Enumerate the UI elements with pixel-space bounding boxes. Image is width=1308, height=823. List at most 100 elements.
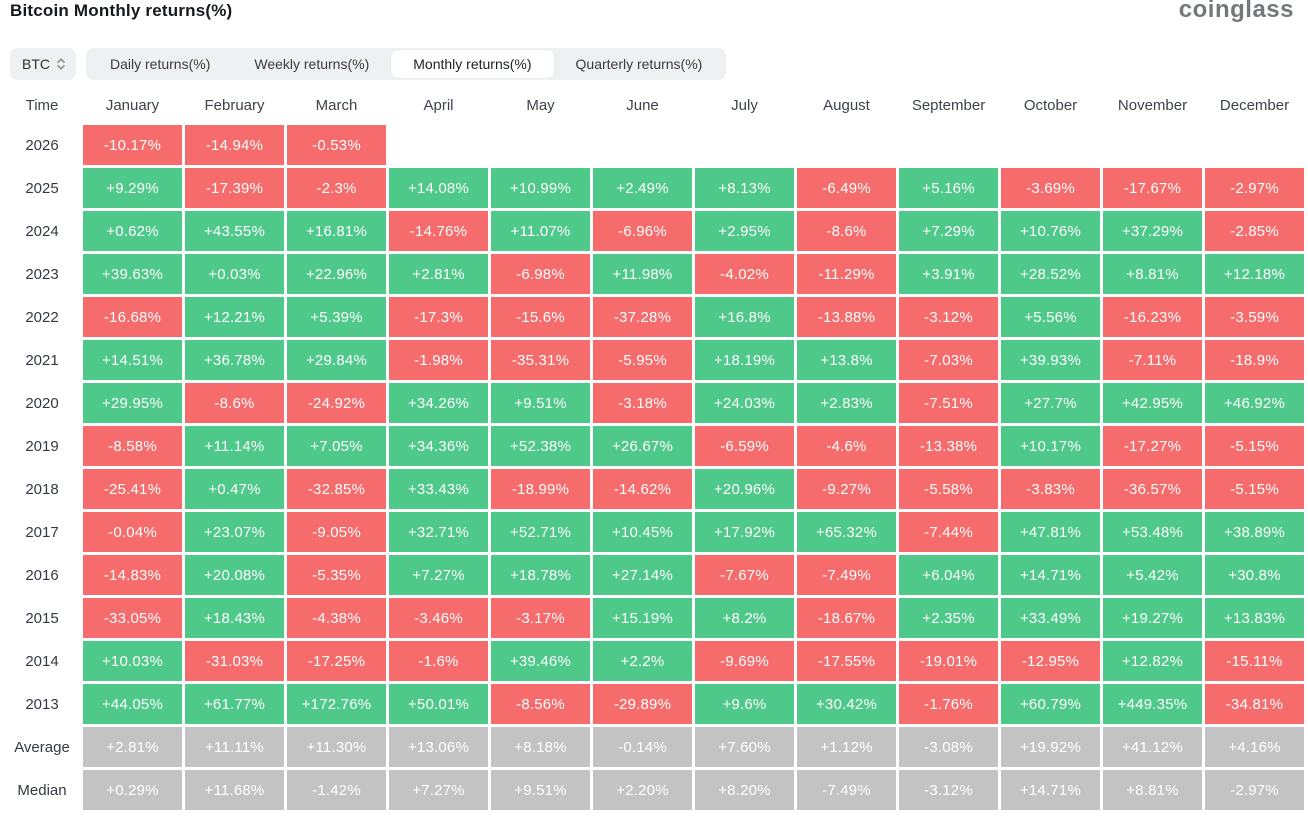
- return-cell: -3.18%: [593, 383, 692, 423]
- table-row-2021: 2021 +14.51% +36.78% +29.84% -1.98% -35.31% -5…: [4, 340, 1304, 380]
- return-cell: -18.99%: [491, 469, 590, 509]
- return-cell: -9.05%: [287, 512, 386, 552]
- return-cell: -4.38%: [287, 598, 386, 638]
- column-header-july: July: [731, 96, 758, 114]
- return-cell: +8.81%: [1103, 254, 1202, 294]
- return-cell: +52.71%: [491, 512, 590, 552]
- return-cell: +172.76%: [287, 684, 386, 724]
- return-cell: -8.6%: [797, 211, 896, 251]
- return-cell: +0.47%: [185, 469, 284, 509]
- table-row-2026: 2026 -10.17% -14.94% -0.53%: [4, 125, 1304, 165]
- return-cell: +1.12%: [797, 727, 896, 767]
- column-header-december: December: [1219, 96, 1290, 114]
- empty-cell: [899, 125, 998, 165]
- table-row-average: Average +2.81% +11.11% +11.30% +13.06% +8.18%…: [4, 727, 1304, 767]
- row-label: 2013: [25, 695, 59, 713]
- table-row-2020: 2020 +29.95% -8.6% -24.92% +34.26% +9.51% -3.1…: [4, 383, 1304, 423]
- return-cell: +14.71%: [1001, 770, 1100, 810]
- return-cell: +65.32%: [797, 512, 896, 552]
- table-header-row: Time January February March April May June July…: [4, 92, 1304, 118]
- return-cell: -7.49%: [797, 770, 896, 810]
- return-cell: +26.67%: [593, 426, 692, 466]
- return-cell: +14.71%: [1001, 555, 1100, 595]
- return-cell: -33.05%: [83, 598, 182, 638]
- table-row-2018: 2018 -25.41% +0.47% -32.85% +33.43% -18.99% -1…: [4, 469, 1304, 509]
- empty-cell: [1205, 125, 1304, 165]
- row-label: 2020: [25, 394, 59, 412]
- return-cell: +16.8%: [695, 297, 794, 337]
- return-cell: -5.35%: [287, 555, 386, 595]
- return-cell: -7.49%: [797, 555, 896, 595]
- column-header-april: April: [423, 96, 454, 114]
- return-cell: +2.35%: [899, 598, 998, 638]
- return-cell: +10.45%: [593, 512, 692, 552]
- return-cell: +9.6%: [695, 684, 794, 724]
- return-cell: -2.85%: [1205, 211, 1304, 251]
- return-cell: +44.05%: [83, 684, 182, 724]
- row-label: 2026: [25, 136, 59, 154]
- return-cell: +9.51%: [491, 770, 590, 810]
- return-cell: +47.81%: [1001, 512, 1100, 552]
- tab-quarterly-returns[interactable]: Quarterly returns(%): [575, 56, 703, 72]
- return-cell: +10.17%: [1001, 426, 1100, 466]
- row-label: Average: [14, 738, 70, 756]
- return-cell: +27.7%: [1001, 383, 1100, 423]
- column-header-september: September: [911, 96, 986, 114]
- return-cell: -6.59%: [695, 426, 794, 466]
- return-cell: -37.28%: [593, 297, 692, 337]
- return-cell: +449.35%: [1103, 684, 1202, 724]
- symbol-select[interactable]: BTC: [10, 48, 76, 80]
- return-cell: -35.31%: [491, 340, 590, 380]
- return-cell: +33.49%: [1001, 598, 1100, 638]
- return-cell: -17.3%: [389, 297, 488, 337]
- row-label: Median: [17, 781, 67, 799]
- return-cell: +15.19%: [593, 598, 692, 638]
- return-cell: -0.04%: [83, 512, 182, 552]
- return-cell: -1.42%: [287, 770, 386, 810]
- return-cell: +19.92%: [1001, 727, 1100, 767]
- return-cell: +6.04%: [899, 555, 998, 595]
- column-header-october: October: [1023, 96, 1078, 114]
- return-cell: -4.02%: [695, 254, 794, 294]
- tab-weekly-returns[interactable]: Weekly returns(%): [254, 56, 370, 72]
- return-cell: +9.29%: [83, 168, 182, 208]
- tab-monthly-returns[interactable]: Monthly returns(%): [391, 50, 554, 78]
- return-cell: -3.83%: [1001, 469, 1100, 509]
- tab-daily-returns[interactable]: Daily returns(%): [110, 56, 211, 72]
- controls-row: BTC Daily returns(%) Weekly returns(%) Mon…: [10, 48, 727, 80]
- return-cell: -14.76%: [389, 211, 488, 251]
- return-cell: +0.29%: [83, 770, 182, 810]
- returns-period-tabs: Daily returns(%) Weekly returns(%) Monthly…: [86, 48, 727, 80]
- return-cell: -14.62%: [593, 469, 692, 509]
- return-cell: +18.78%: [491, 555, 590, 595]
- return-cell: -32.85%: [287, 469, 386, 509]
- return-cell: +16.81%: [287, 211, 386, 251]
- return-cell: +24.03%: [695, 383, 794, 423]
- return-cell: +2.83%: [797, 383, 896, 423]
- return-cell: -7.51%: [899, 383, 998, 423]
- return-cell: +39.46%: [491, 641, 590, 681]
- return-cell: +12.21%: [185, 297, 284, 337]
- return-cell: +22.96%: [287, 254, 386, 294]
- row-label: 2018: [25, 480, 59, 498]
- return-cell: -3.12%: [899, 297, 998, 337]
- symbol-select-label: BTC: [22, 56, 50, 72]
- return-cell: +5.39%: [287, 297, 386, 337]
- return-cell: -8.6%: [185, 383, 284, 423]
- return-cell: +60.79%: [1001, 684, 1100, 724]
- return-cell: +2.81%: [389, 254, 488, 294]
- return-cell: -17.55%: [797, 641, 896, 681]
- return-cell: +2.2%: [593, 641, 692, 681]
- topbar: Bitcoin Monthly returns(%) coinglass: [0, 0, 1308, 30]
- return-cell: -3.08%: [899, 727, 998, 767]
- return-cell: +11.30%: [287, 727, 386, 767]
- return-cell: +37.29%: [1103, 211, 1202, 251]
- return-cell: +10.03%: [83, 641, 182, 681]
- return-cell: -3.46%: [389, 598, 488, 638]
- return-cell: -2.3%: [287, 168, 386, 208]
- return-cell: +38.89%: [1205, 512, 1304, 552]
- return-cell: +29.95%: [83, 383, 182, 423]
- return-cell: +32.71%: [389, 512, 488, 552]
- return-cell: +8.81%: [1103, 770, 1202, 810]
